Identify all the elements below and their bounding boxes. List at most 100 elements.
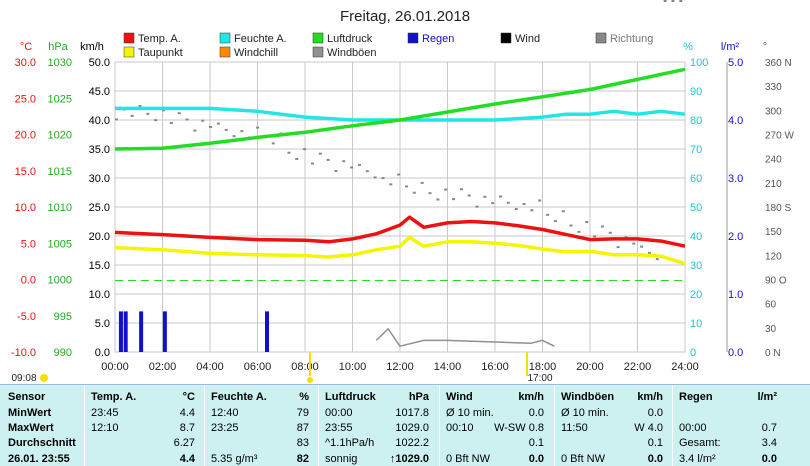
tick-wind: 45.0	[89, 86, 110, 98]
tick-x: 00:00	[101, 361, 129, 373]
column-unit: °C	[182, 391, 195, 403]
tick-temp: 10.0	[15, 202, 36, 214]
direction-mark	[389, 183, 393, 186]
tick-temp: 30.0	[15, 57, 36, 69]
column-title: Windböen	[561, 391, 615, 403]
cell-value: 0.1	[647, 437, 663, 449]
table-column: Feuchte A.% 12:40 79 23:25 87 83 5.35 g/m³ 82	[204, 385, 317, 466]
cell-value: 83	[296, 437, 309, 449]
legend-swatch	[123, 46, 135, 58]
column-title: Wind	[446, 391, 473, 403]
tick-x: 18:00	[529, 361, 557, 373]
tick-x: 04:00	[196, 361, 224, 373]
tick-hum: 50	[690, 202, 702, 214]
tick-x: 08:00	[291, 361, 319, 373]
cell-label: 23:55	[325, 422, 353, 434]
legend-label: Temp. A.	[138, 33, 181, 45]
legend-label: Richtung	[610, 33, 653, 45]
tick-rain: 1.0	[728, 289, 743, 301]
axis-unit-rain: l/m²	[721, 41, 740, 53]
tick-wind: 40.0	[89, 115, 110, 127]
cell-label: 0 Bft NW	[446, 453, 491, 465]
table-column: Temp. A. °C 23:45 4.4 12:10 8.7 6.27 4.4	[84, 385, 203, 466]
tick-press: 995	[54, 311, 72, 323]
cell-label: 00:00	[679, 422, 707, 434]
cell-label: Ø 10 min.	[561, 407, 609, 419]
direction-mark	[616, 246, 620, 249]
direction-mark	[561, 210, 565, 213]
direction-mark	[146, 112, 150, 115]
tick-wind: 10.0	[89, 289, 110, 301]
tick-dir: 0 N	[765, 348, 781, 359]
series-luftdruck	[114, 67, 686, 151]
cell-label: 00:00	[325, 407, 353, 419]
cell-value: 79	[296, 407, 309, 419]
legend-label: Taupunkt	[138, 47, 183, 59]
rain-bar	[118, 311, 123, 352]
direction-mark	[522, 203, 526, 206]
tick-temp: 20.0	[15, 130, 36, 142]
axis-unit-temp: °C	[20, 41, 32, 53]
direction-mark	[538, 199, 542, 202]
cell-value: 0.0	[528, 453, 544, 465]
direction-mark	[412, 191, 416, 194]
direction-mark	[593, 235, 597, 238]
direction-mark	[397, 173, 401, 176]
tick-x: 12:00	[386, 361, 414, 373]
direction-mark	[663, 0, 667, 2]
cell-value: W 4.0	[634, 422, 663, 434]
legend-swatch	[219, 32, 231, 44]
tick-hum: 90	[690, 86, 702, 98]
tick-dir: 240	[765, 155, 782, 166]
cell-value: 1022.2	[395, 437, 429, 449]
direction-mark	[287, 151, 291, 154]
cell-label: 0 Bft NW	[561, 453, 606, 465]
direction-mark	[467, 194, 471, 197]
direction-mark	[655, 258, 659, 261]
direction-mark	[240, 130, 244, 133]
series-feuchte-a-	[115, 106, 686, 122]
weather-chart: Freitag, 26.01.2018 Temp. A. Feuchte A. Luf…	[11, 0, 794, 384]
cell-value: 0.0	[528, 407, 544, 419]
column-unit: km/h	[518, 391, 544, 403]
cell-value: 0.1	[528, 437, 544, 449]
chart-title: Freitag, 26.01.2018	[340, 8, 470, 25]
direction-mark	[365, 170, 369, 173]
tick-temp: -5.0	[17, 311, 36, 323]
direction-mark	[303, 148, 307, 151]
tick-hum: 40	[690, 231, 702, 243]
rain-bar	[123, 311, 128, 352]
axis-unit-dir: °	[763, 41, 767, 53]
axis-unit-hum: %	[683, 41, 693, 53]
cell-value: ↑1029.0	[389, 453, 429, 465]
cell-label: 23:25	[211, 422, 239, 434]
tick-dir: 360 N	[765, 58, 792, 69]
cell-value: 82	[296, 453, 309, 465]
direction-mark	[647, 251, 651, 254]
column-unit: l/m²	[757, 391, 777, 403]
legend-swatch	[312, 46, 324, 58]
legend-swatch	[407, 32, 419, 44]
legend-swatch	[123, 32, 135, 44]
direction-mark	[585, 221, 589, 224]
table-column: Regen l/m² 00:00 0.7 Gesamt: 3.4 3.4 l/m² 0.0	[672, 385, 785, 466]
cell-label: 3.4 l/m²	[679, 453, 716, 465]
tick-press: 1020	[48, 130, 72, 142]
tick-x: 06:00	[244, 361, 272, 373]
tick-wind: 15.0	[89, 260, 110, 272]
sun-marker	[307, 377, 313, 383]
column-unit: hPa	[408, 391, 429, 403]
tick-x: 20:00	[576, 361, 604, 373]
direction-mark	[209, 126, 213, 129]
cell-value: 4.4	[179, 407, 195, 419]
rain-bar	[162, 311, 167, 352]
direction-mark	[193, 129, 197, 132]
cell-value: 1017.8	[395, 407, 429, 419]
direction-mark	[491, 202, 495, 205]
tick-hum: 80	[690, 115, 702, 127]
tick-x: 22:00	[624, 361, 652, 373]
cell-label: 5.35 g/m³	[211, 453, 258, 465]
direction-mark	[459, 188, 463, 191]
direction-mark	[444, 188, 448, 191]
tick-press: 1005	[48, 238, 72, 250]
